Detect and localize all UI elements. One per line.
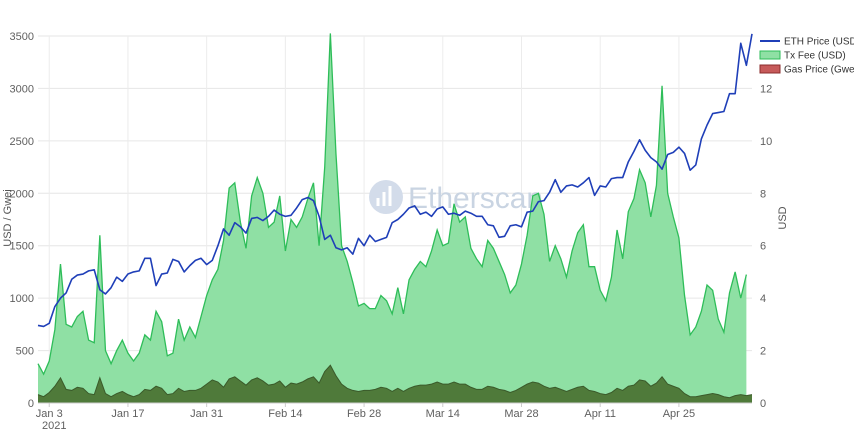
y-right-tick-label: 2 <box>760 346 766 358</box>
x-tick-label: Jan 3 <box>36 408 63 420</box>
y-left-tick-label: 1000 <box>10 293 34 305</box>
y-right-tick-label: 0 <box>760 398 766 410</box>
legend-item[interactable]: ETH Price (USD) <box>760 37 854 48</box>
x-tick-label: Apr 11 <box>584 408 616 420</box>
legend[interactable]: ETH Price (USD) Tx Fee (USD) Gas Price (Gw… <box>759 37 854 76</box>
tx-fee-area <box>38 33 747 403</box>
legend-label: Gas Price (Gwei) <box>784 65 854 76</box>
y-right-tick-label: 6 <box>760 241 766 253</box>
x-tick-label: Jan 31 <box>190 408 223 420</box>
y-right-tick-label: 4 <box>760 293 766 305</box>
legend-swatch-area <box>759 50 781 60</box>
x-tick-label: Apr 25 <box>663 408 695 420</box>
series-layer <box>37 33 753 403</box>
y-right-tick-label: 8 <box>760 188 766 200</box>
y-left-tick-label: 3500 <box>10 31 34 43</box>
gas-price-area <box>38 365 752 403</box>
legend-item[interactable]: Gas Price (Gwei) <box>759 64 854 76</box>
etherscan-logo-icon <box>369 180 403 214</box>
x-tick-label: Mar 14 <box>426 408 460 420</box>
y-left-tick-label: 3000 <box>10 83 34 95</box>
watermark-text: Etherscan <box>408 182 543 215</box>
x-tick-label: Feb 14 <box>268 408 302 420</box>
etherscan-watermark: Etherscan <box>369 180 543 215</box>
gas-price-line <box>37 364 753 399</box>
y-right-tick-label: 12 <box>760 83 772 95</box>
x-axis-year-label: 2021 <box>42 420 66 432</box>
y-left-tick-label: 2500 <box>10 136 34 148</box>
y-left-tick-label: 0 <box>28 398 34 410</box>
y-right-tick-label: 10 <box>760 136 772 148</box>
axes: 0 500 1000 1500 2000 2500 3000 3500 0 2 4 6 8 10 12 Jan… <box>10 31 773 420</box>
legend-swatch-area <box>759 64 781 74</box>
y-axis-left-title: USD / Gwei <box>2 189 14 246</box>
eth-price-line <box>37 33 753 328</box>
tx-fee-line <box>37 33 748 376</box>
x-tick-label: Mar 28 <box>504 408 538 420</box>
y-left-tick-label: 500 <box>16 346 34 358</box>
x-tick-label: Jan 17 <box>111 408 144 420</box>
x-tick-label: Feb 28 <box>347 408 381 420</box>
y-axis-right-title: USD <box>777 206 789 229</box>
etherscan-logo-bars <box>376 186 392 206</box>
y-left-tick-label: 1500 <box>10 241 34 253</box>
legend-item[interactable]: Tx Fee (USD) <box>759 50 846 62</box>
legend-label: ETH Price (USD) <box>784 37 854 48</box>
legend-label: Tx Fee (USD) <box>784 51 846 62</box>
y-left-tick-label: 2000 <box>10 188 34 200</box>
